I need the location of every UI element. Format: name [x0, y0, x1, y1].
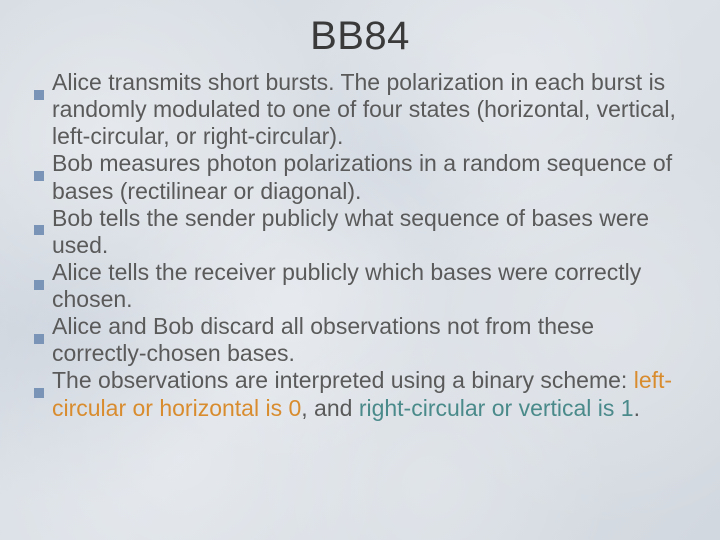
list-item: Alice tells the receiver publicly which …: [32, 259, 692, 313]
highlight-one: right-circular or vertical is 1: [359, 395, 634, 421]
list-item-text: Bob tells the sender publicly what seque…: [52, 205, 649, 258]
list-item-text-end: .: [634, 395, 640, 421]
list-item: Alice transmits short bursts. The polari…: [32, 69, 692, 150]
list-item-text-prefix: The observations are interpreted using a…: [52, 367, 634, 393]
list-item-text-sep: , and: [301, 395, 359, 421]
slide: BB84 Alice transmits short bursts. The p…: [0, 0, 720, 540]
square-bullet-icon: [34, 323, 44, 333]
list-item: Bob tells the sender publicly what seque…: [32, 205, 692, 259]
list-item-text: Alice transmits short bursts. The polari…: [52, 69, 676, 149]
square-bullet-icon: [34, 269, 44, 279]
square-bullet-icon: [34, 214, 44, 224]
square-bullet-icon: [34, 79, 44, 89]
list-item-text: Alice tells the receiver publicly which …: [52, 259, 641, 312]
square-bullet-icon: [34, 377, 44, 387]
list-item: Bob measures photon polarizations in a r…: [32, 150, 692, 204]
list-item-text: Bob measures photon polarizations in a r…: [52, 150, 672, 203]
slide-title: BB84: [28, 14, 692, 59]
list-item: Alice and Bob discard all observations n…: [32, 313, 692, 367]
square-bullet-icon: [34, 160, 44, 170]
list-item: The observations are interpreted using a…: [32, 367, 692, 421]
bullet-list: Alice transmits short bursts. The polari…: [28, 69, 692, 422]
list-item-text: Alice and Bob discard all observations n…: [52, 313, 594, 366]
